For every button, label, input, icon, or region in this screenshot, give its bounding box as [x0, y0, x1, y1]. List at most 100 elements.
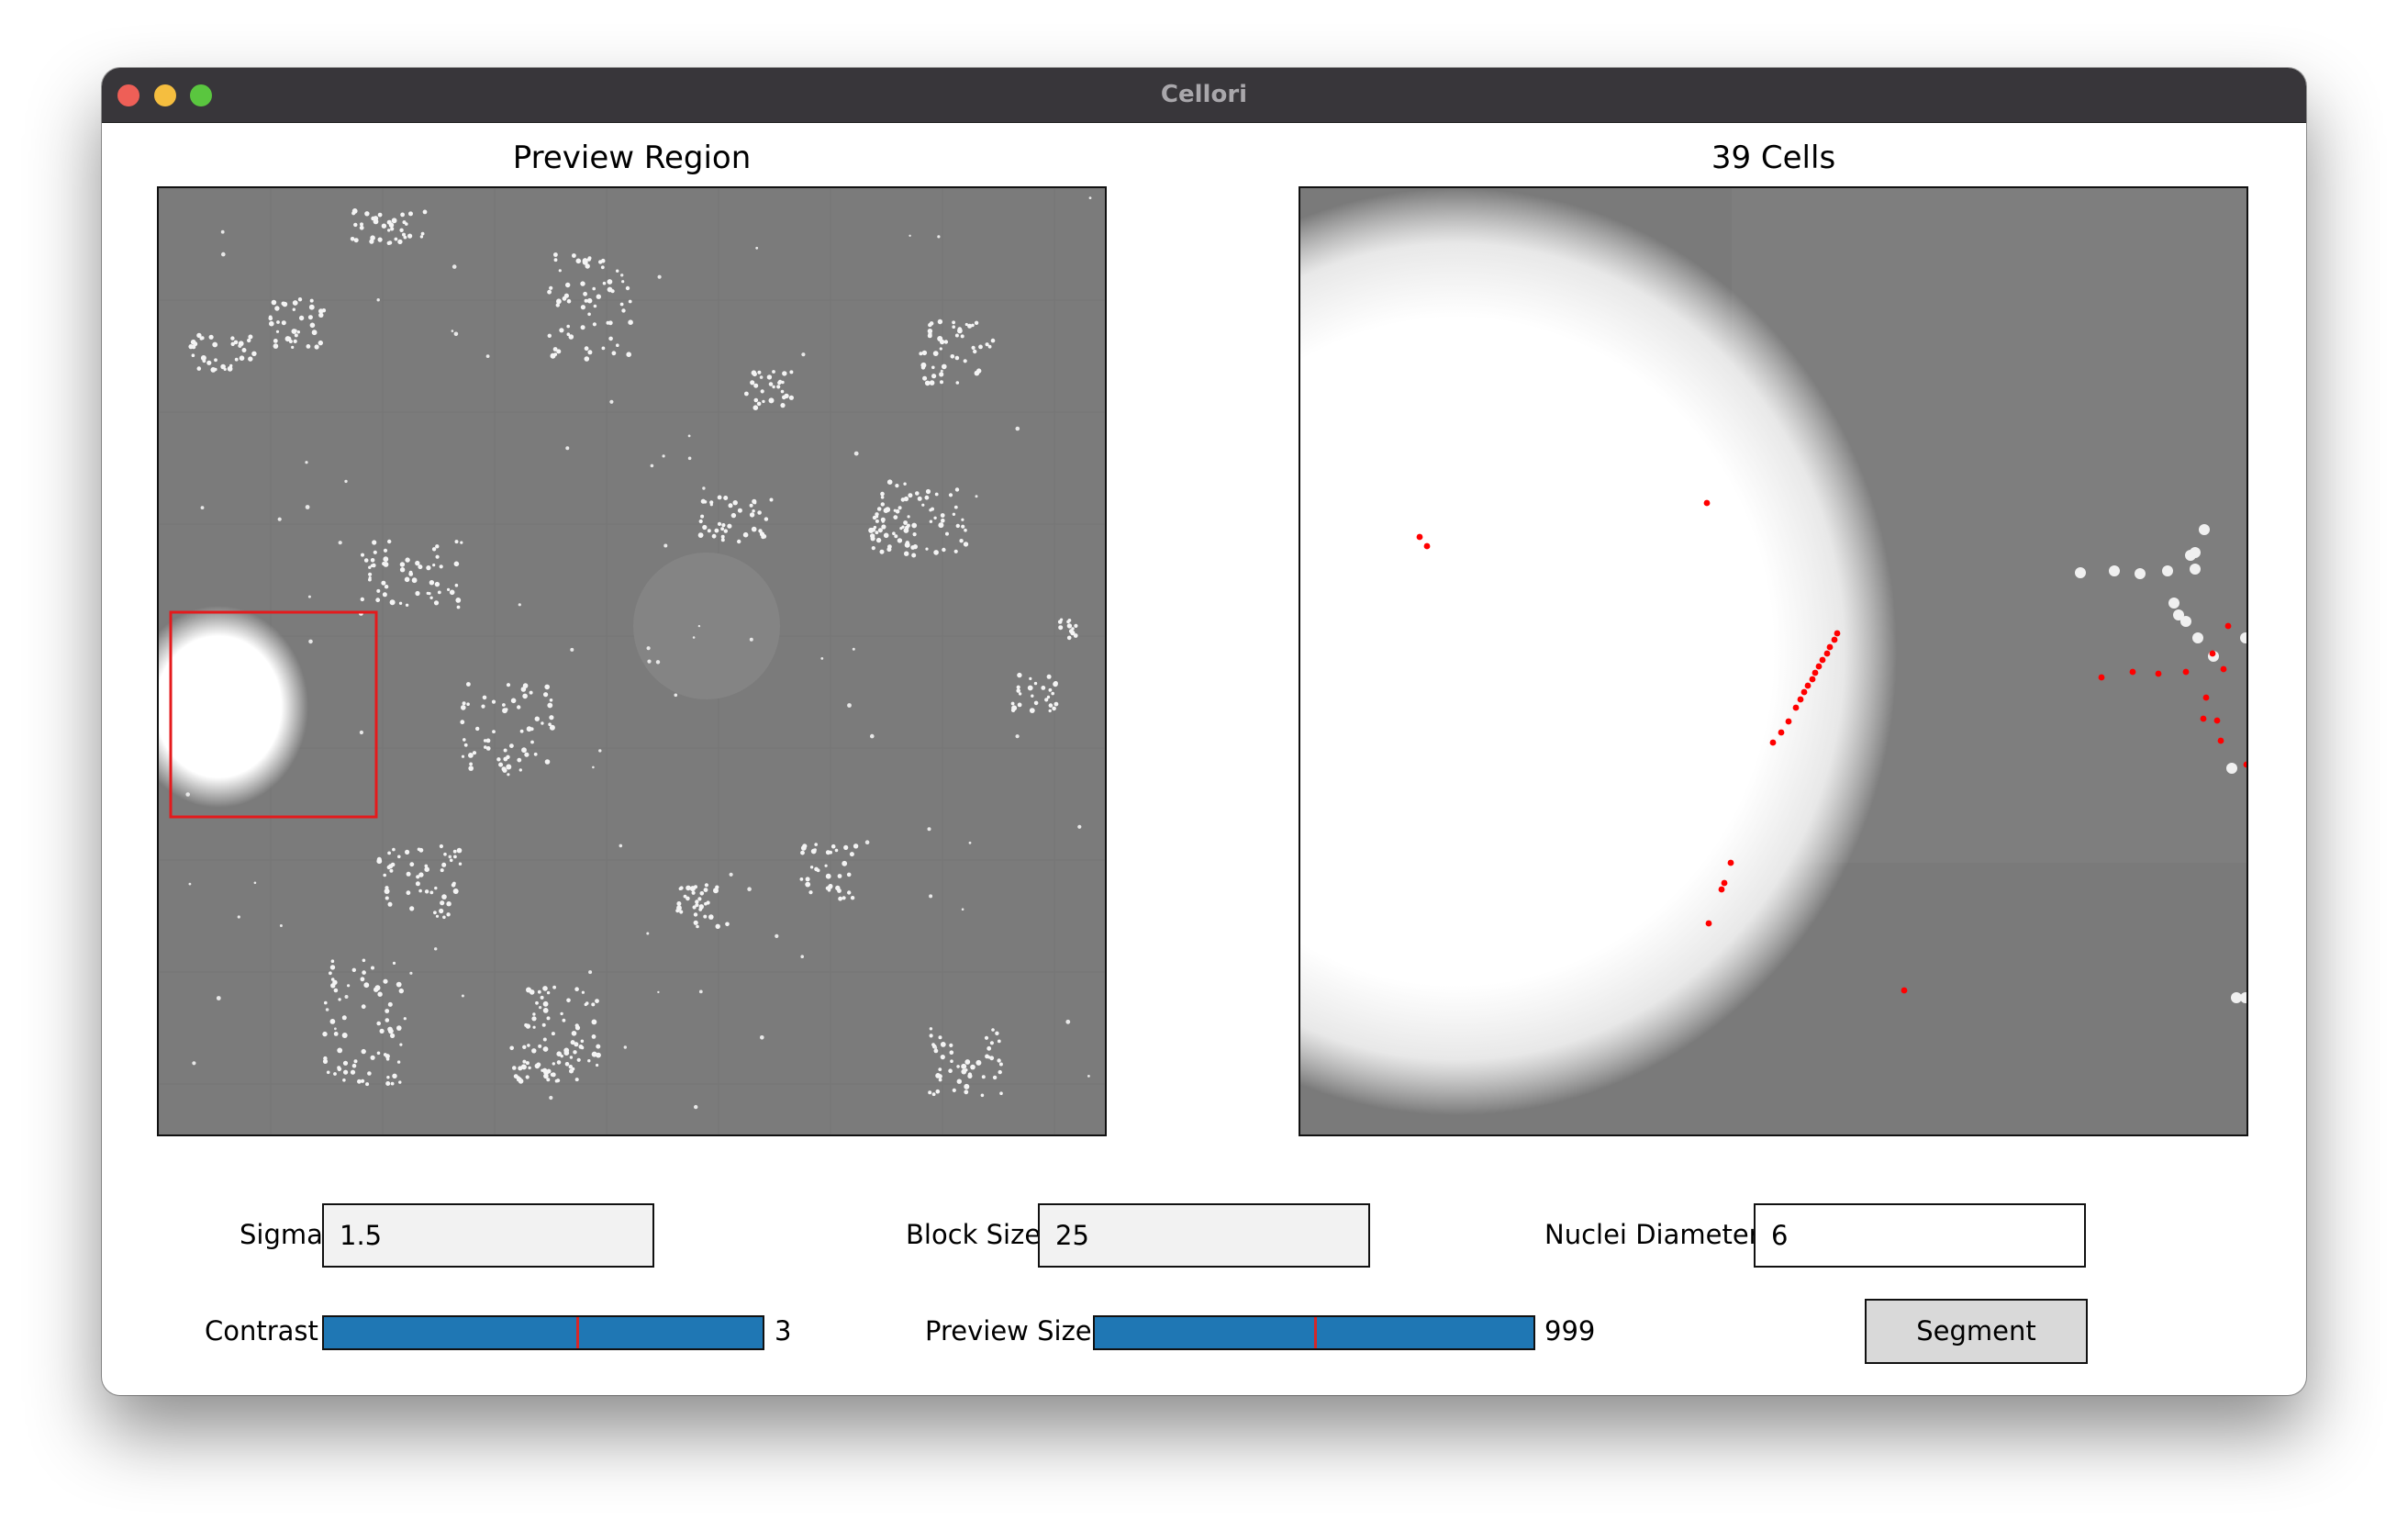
- cell-dot: [330, 959, 335, 963]
- cell-dot: [676, 901, 682, 906]
- cell-dot: [998, 1062, 1003, 1067]
- bright-blob: [1300, 188, 1897, 1115]
- cell-dot: [383, 873, 386, 877]
- sigma-label: Sigma: [240, 1219, 323, 1250]
- cell-dot: [368, 565, 372, 569]
- cell-dot: [483, 739, 487, 743]
- cell-dot: [879, 549, 885, 554]
- cell-dot: [1087, 1075, 1090, 1078]
- cell-dot: [596, 1063, 599, 1067]
- block-size-label: Block Size: [906, 1219, 1042, 1250]
- cell-dot: [547, 289, 552, 295]
- cell-dot: [1033, 700, 1039, 706]
- cell-dot: [509, 1045, 514, 1051]
- cell-dot: [893, 508, 897, 512]
- cell-dot: [598, 260, 603, 264]
- cell-dot: [248, 334, 253, 340]
- cell-dot: [370, 1055, 375, 1060]
- cell-dot: [372, 540, 377, 545]
- cell-dot: [373, 550, 377, 554]
- cell-dot: [191, 344, 196, 350]
- cell-dot: [752, 509, 755, 513]
- cell-dot: [897, 538, 903, 543]
- cell-dot: [674, 693, 678, 698]
- cell-dot: [307, 315, 313, 320]
- cell-dot: [827, 888, 831, 892]
- segmentation-image[interactable]: [1299, 186, 2248, 1136]
- cell-dot: [1046, 695, 1051, 699]
- cell-dot: [214, 358, 217, 363]
- cell-dot: [1065, 1019, 1071, 1024]
- cell-dot: [529, 690, 533, 695]
- segment-button[interactable]: Segment: [1865, 1299, 2088, 1364]
- cell-dot: [729, 872, 733, 877]
- preview-size-slider[interactable]: [1093, 1315, 1535, 1350]
- cell-dot: [287, 336, 292, 341]
- cell-dot: [556, 349, 562, 354]
- cell-dot: [377, 212, 383, 218]
- cell-dot: [238, 341, 244, 347]
- nucleus-spot: [2180, 616, 2191, 627]
- cell-dot: [368, 576, 372, 580]
- cell-dot: [871, 546, 875, 551]
- cell-dot: [580, 1045, 585, 1050]
- block-size-input[interactable]: [1038, 1203, 1370, 1268]
- cell-dot: [800, 850, 805, 855]
- cell-dot: [957, 328, 963, 334]
- cell-dot: [704, 883, 709, 888]
- cell-dot: [596, 1044, 601, 1049]
- cell-dot: [484, 745, 487, 749]
- cell-dot: [1016, 688, 1020, 693]
- cell-marker: [2098, 674, 2105, 681]
- cell-dot: [208, 334, 214, 340]
- cell-dot: [221, 251, 226, 257]
- cell-dot: [925, 547, 929, 551]
- contrast-slider[interactable]: [322, 1315, 764, 1350]
- cell-dot: [446, 912, 451, 917]
- cell-dot: [838, 896, 842, 901]
- cell-dot: [398, 988, 404, 994]
- cell-dot: [619, 302, 624, 307]
- cell-dot: [1044, 698, 1049, 702]
- cell-dot: [647, 659, 652, 664]
- minimize-window-button[interactable]: [154, 84, 176, 106]
- nucleus-spot: [2185, 550, 2196, 561]
- cell-dot: [881, 524, 886, 530]
- cell-dot: [760, 1035, 764, 1040]
- cell-dot: [598, 749, 602, 753]
- contrast-slider-handle[interactable]: [576, 1317, 579, 1348]
- cell-dot: [695, 900, 699, 904]
- cell-dot: [227, 365, 233, 372]
- preview-size-slider-handle[interactable]: [1314, 1317, 1317, 1348]
- cell-dot: [704, 901, 708, 906]
- preview-region-image[interactable]: [157, 186, 1107, 1136]
- cell-dot: [307, 595, 311, 598]
- nuclei-diameter-input[interactable]: [1754, 1203, 2086, 1268]
- close-window-button[interactable]: [117, 84, 139, 106]
- cell-dot: [362, 970, 366, 975]
- title-bar: Cellori: [102, 68, 2306, 123]
- cell-dot: [919, 352, 923, 356]
- cell-dot: [279, 924, 283, 927]
- cell-dot: [592, 766, 595, 769]
- sigma-input[interactable]: [322, 1203, 654, 1268]
- cell-dot: [230, 341, 235, 346]
- zoom-window-button[interactable]: [190, 84, 212, 106]
- cell-dot: [543, 692, 549, 698]
- cell-dot: [1012, 707, 1017, 711]
- cell-dot: [293, 339, 297, 343]
- cell-dot: [485, 746, 491, 751]
- cell-dot: [396, 1025, 402, 1031]
- cell-dot: [909, 234, 911, 237]
- cell-dot: [699, 891, 705, 896]
- cell-dot: [960, 334, 964, 339]
- cell-dot: [537, 989, 541, 994]
- cell-dot: [505, 708, 508, 711]
- cell-dot: [396, 981, 402, 988]
- cell-dot: [623, 1045, 627, 1049]
- cell-dot: [383, 556, 389, 563]
- cell-dot: [399, 1043, 403, 1046]
- cell-dot: [927, 329, 933, 334]
- roi-selection-box[interactable]: [169, 610, 378, 819]
- cell-dot: [387, 539, 392, 544]
